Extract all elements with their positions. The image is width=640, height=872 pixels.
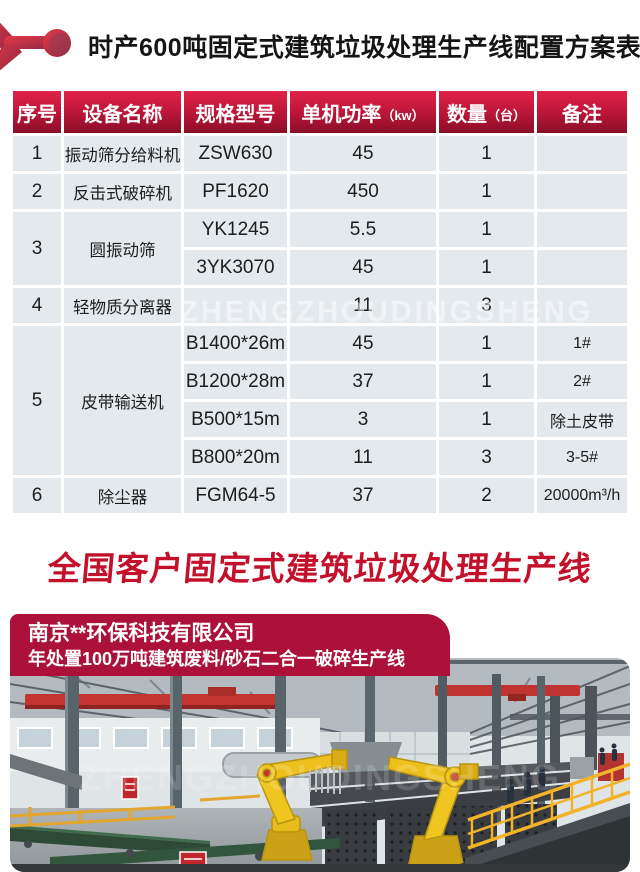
cell-power: 45 [290, 250, 436, 285]
cell-power: 45 [290, 136, 436, 171]
column-header: 单机功率（kw） [290, 91, 436, 133]
table-row: B800*20m 11 3 3-5# [13, 440, 627, 475]
ceiling-ducts [510, 686, 630, 770]
robot-arm-left [256, 749, 348, 861]
cell-power: 5.5 [290, 212, 436, 247]
cell-qty: 1 [439, 402, 534, 437]
table-row: B1200*28m 37 1 2# [13, 364, 627, 399]
cell-qty: 3 [439, 288, 534, 323]
cell-qty: 2 [439, 478, 534, 513]
cell-name: 圆振动筛 [64, 212, 181, 285]
brick-stacks [310, 762, 570, 864]
cell-qty: 1 [439, 212, 534, 247]
cell-qty: 1 [439, 136, 534, 171]
table-row: 5 皮带输送机 B1400*26m 45 1 1# [13, 326, 627, 475]
case-description: 年处置100万吨建筑废料/砂石二合一破碎生产线 [28, 649, 406, 669]
cell-note: 2# [537, 364, 627, 399]
cell-note [537, 250, 627, 285]
cell-power: 45 [290, 326, 436, 361]
table-row: 4 轻物质分离器 11 3 [13, 288, 627, 323]
case-banner: 南京**环保科技有限公司 年处置100万吨建筑废料/砂石二合一破碎生产线 [10, 614, 450, 676]
table-row: 6 除尘器 FGM64-5 37 2 20000m³/h [13, 478, 627, 513]
cell-model [184, 288, 287, 323]
cell-note: 除土皮带 [537, 402, 627, 437]
config-table: 序号 设备名称 规格型号 单机功率（kw） 数量（台） 备注 1 振动筛分给料机 ZSW630… [10, 88, 630, 516]
walkway [460, 803, 630, 872]
cell-no: 6 [13, 478, 61, 513]
cell-name: 除尘器 [64, 478, 181, 513]
cell-note: 3-5# [537, 440, 627, 475]
floor-edge [10, 864, 630, 872]
table-row: 1 振动筛分给料机 ZSW630 45 1 [13, 136, 627, 171]
cell-power: 37 [290, 364, 436, 399]
column-header: 数量（台） [439, 91, 534, 133]
cell-model: 3YK3070 [184, 250, 287, 285]
cell-power: 11 [290, 288, 436, 323]
workers [506, 743, 617, 803]
cell-qty: 1 [439, 326, 534, 361]
cell-qty: 1 [439, 174, 534, 209]
cell-name: 皮带输送机 [64, 326, 181, 475]
cell-note: 1# [537, 326, 627, 361]
robot-arm-right [387, 756, 479, 869]
cell-note [537, 288, 627, 323]
column-header: 规格型号 [184, 91, 287, 133]
table-row: 2 反击式破碎机 PF1620 450 1 [13, 174, 627, 209]
factory-photo: ZHENGZHOUDINGSHENG [10, 658, 630, 872]
cell-no: 1 [13, 136, 61, 171]
config-table-section: 序号 设备名称 规格型号 单机功率（kw） 数量（台） 备注 1 振动筛分给料机 ZSW630… [10, 88, 630, 516]
cell-name: 振动筛分给料机 [64, 136, 181, 171]
case-section: 南京**环保科技有限公司 年处置100万吨建筑废料/砂石二合一破碎生产线 [10, 614, 630, 872]
safety-rails [10, 794, 261, 828]
cell-model: B500*15m [184, 402, 287, 437]
cell-model: YK1245 [184, 212, 287, 247]
cell-power: 11 [290, 440, 436, 475]
cell-no: 5 [13, 326, 61, 475]
cell-no: 3 [13, 212, 61, 285]
table-header-row: 序号 设备名称 规格型号 单机功率（kw） 数量（台） 备注 [13, 91, 627, 133]
cell-name: 轻物质分离器 [64, 288, 181, 323]
cell-power: 450 [290, 174, 436, 209]
cell-model: PF1620 [184, 174, 287, 209]
cell-note [537, 174, 627, 209]
section-title: 全国客户固定式建筑垃圾处理生产线 [46, 550, 594, 587]
case-company: 南京**环保科技有限公司 [28, 622, 255, 645]
cell-qty: 1 [439, 250, 534, 285]
table-row: 3YK3070 45 1 [13, 250, 627, 285]
table-row: 3 圆振动筛 YK1245 5.5 1 [13, 212, 627, 285]
column-header: 备注 [537, 91, 627, 133]
page-header: 时产600吨固定式建筑垃圾处理生产线配置方案表 [0, 0, 640, 88]
column-header: 设备名称 [64, 91, 181, 133]
cell-qty: 3 [439, 440, 534, 475]
cell-power: 37 [290, 478, 436, 513]
table-body: 1 振动筛分给料机 ZSW630 45 1 2 反击式破碎机 PF1620 450 1 3 圆振动筛 Y… [13, 136, 627, 513]
brand-logo-icon [0, 22, 71, 71]
cell-no: 2 [13, 174, 61, 209]
cell-model: ZSW630 [184, 136, 287, 171]
cell-note [537, 212, 627, 247]
cell-model: B1400*26m [184, 326, 287, 361]
cell-model: B1200*28m [184, 364, 287, 399]
page-title: 时产600吨固定式建筑垃圾处理生产线配置方案表 [88, 34, 640, 62]
cell-note: 20000m³/h [537, 478, 627, 513]
cell-power: 3 [290, 402, 436, 437]
cell-name: 反击式破碎机 [64, 174, 181, 209]
cell-no: 4 [13, 288, 61, 323]
cell-model: FGM64-5 [184, 478, 287, 513]
photo-watermark: ZHENGZHOUDINGSHENG [79, 757, 561, 798]
cell-model: B800*20m [184, 440, 287, 475]
walkway-railing [467, 762, 630, 850]
cell-qty: 1 [439, 364, 534, 399]
table-row: B500*15m 3 1 除土皮带 [13, 402, 627, 437]
column-header: 序号 [13, 91, 61, 133]
cell-note [537, 136, 627, 171]
